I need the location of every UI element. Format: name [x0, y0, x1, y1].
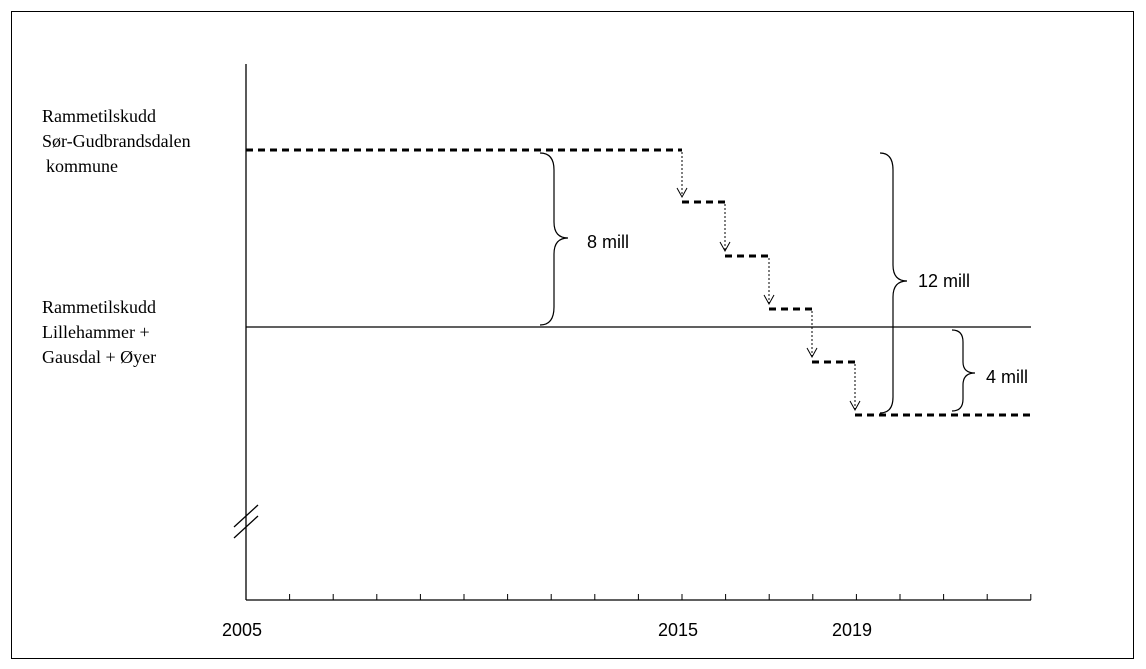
diagram-frame — [11, 11, 1134, 659]
label-line: Rammetilskudd — [42, 297, 156, 317]
brace-4-mill — [951, 329, 976, 412]
bracket-label-12-mill: 12 mill — [918, 271, 971, 291]
arrowhead — [849, 400, 861, 412]
bracket-label-4-mill: 4 mill — [986, 367, 1029, 387]
step-arrows — [676, 152, 861, 412]
axis-break-mark — [233, 504, 259, 528]
bracket-label-8-mill: 8 mill — [587, 232, 630, 252]
label-line: Lillehammer + — [42, 322, 150, 342]
label-line: Rammetilskudd — [42, 106, 156, 126]
label-line: Gausdal + Øyer — [42, 347, 157, 367]
arrowhead — [719, 241, 731, 253]
level-steps — [246, 148, 1031, 417]
label-line: kommune — [46, 156, 118, 176]
label-lillehammer-gausdal-oyer: Rammetilskudd Lillehammer + Gausdal + Øy… — [42, 295, 156, 370]
x-axis-ticks — [245, 594, 1032, 600]
braces — [539, 152, 976, 414]
label-line: Sør-Gudbrandsdalen — [42, 131, 191, 151]
brace-8-mill — [539, 152, 569, 326]
label-sor-gudbrandsdalen: Rammetilskudd Sør-Gudbrandsdalen kommune — [42, 104, 191, 179]
axis-break-mark — [233, 515, 259, 539]
arrowhead — [806, 347, 818, 359]
x-tick-label: 2019 — [832, 620, 873, 640]
arrowhead — [676, 187, 688, 199]
arrowhead — [763, 294, 775, 306]
x-tick-label: 2015 — [658, 620, 699, 640]
brace-12-mill — [879, 152, 908, 414]
x-tick-label: 2005 — [222, 620, 263, 640]
